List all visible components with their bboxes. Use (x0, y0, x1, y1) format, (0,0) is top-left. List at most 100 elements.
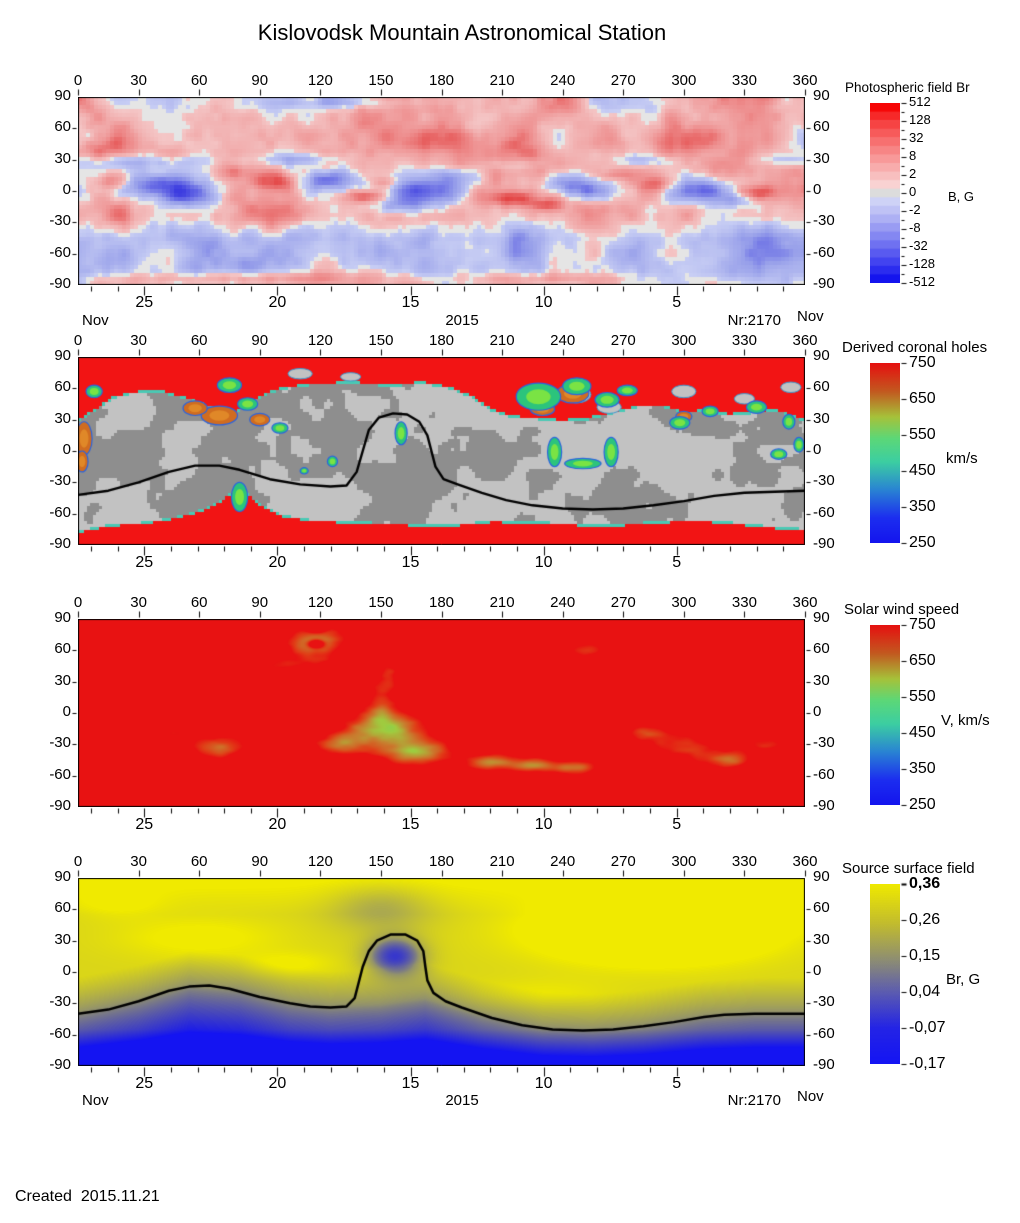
lon-tick-label: 60 (190, 332, 208, 349)
colorbar-tick-label: 750 (909, 616, 936, 633)
lat-tick-label: 90 (54, 347, 71, 364)
colorbar-tick-label: 650 (909, 652, 936, 669)
lon-tick-label: 120 (307, 332, 333, 349)
lon-tick-label: 210 (489, 853, 515, 870)
date-tick-label: 5 (672, 294, 682, 311)
lon-tick-label: 240 (550, 594, 576, 611)
coronal-holes-colorbar (870, 363, 900, 543)
lat-tick-label: -30 (813, 993, 835, 1011)
lat-tick-label: 30 (54, 149, 71, 167)
lon-tick-label: 360 (792, 72, 818, 89)
lat-tick-label: 90 (813, 87, 830, 104)
lon-tick-label: 0 (73, 332, 83, 349)
lon-tick-label: 240 (550, 72, 576, 89)
date-tick-label: 20 (268, 294, 287, 311)
colorbar-tick-label: 350 (909, 498, 936, 515)
colorbar-tick-label: 550 (909, 426, 936, 443)
lon-tick-label: 150 (368, 72, 394, 89)
lon-tick-label: 300 (671, 594, 697, 611)
colorbar-tick-label: 650 (909, 390, 936, 407)
lon-tick-label: 330 (731, 332, 757, 349)
date-tick-label: 10 (534, 1075, 553, 1092)
lon-tick-label: 150 (368, 853, 394, 870)
rotation-label: Nr:2170 (727, 1092, 781, 1109)
lat-tick-label: 90 (813, 609, 830, 626)
date-tick-label: 15 (401, 1075, 420, 1092)
lat-tick-label: -60 (49, 503, 71, 521)
colorbar-tick-label: 0,04 (909, 983, 941, 1000)
lon-tick-label: 0 (73, 72, 83, 89)
date-tick-label: 10 (534, 554, 553, 571)
colorbar-tick-label: 0,15 (909, 947, 941, 964)
photospheric-field-map (78, 97, 805, 285)
lon-tick-label: 60 (190, 594, 208, 611)
lat-tick-label: 30 (54, 409, 71, 427)
lat-tick-label: -90 (813, 1056, 835, 1073)
colorbar-title-photospheric: Photospheric field Br (845, 80, 970, 95)
lat-tick-label: 90 (54, 868, 71, 885)
lat-tick-label: 0 (813, 703, 822, 720)
date-tick-label: 25 (135, 1075, 154, 1092)
lon-tick-label: 360 (792, 853, 818, 870)
colorbar-tick-label: -2 (909, 202, 921, 217)
lon-tick-label: 180 (428, 594, 455, 611)
lon-tick-label: 270 (610, 332, 636, 349)
source-surface-map (78, 878, 805, 1066)
lat-tick-label: -90 (49, 535, 71, 552)
lon-tick-label: 300 (671, 853, 697, 870)
colorbar-tick-label: -128 (909, 256, 936, 271)
lon-tick-label: 330 (731, 853, 757, 870)
lon-tick-label: 30 (130, 72, 147, 89)
lon-tick-label: 210 (489, 72, 515, 89)
lat-tick-label: 30 (54, 671, 71, 689)
date-tick-label: 25 (135, 294, 154, 311)
lon-tick-label: 180 (428, 72, 455, 89)
lon-tick-label: 300 (671, 72, 697, 89)
date-tick-label: 20 (268, 1075, 287, 1092)
solar-wind-map (78, 619, 805, 807)
colorbar-tick-label: 550 (909, 688, 936, 705)
figure-title: Kislovodsk Mountain Astronomical Station (257, 20, 667, 45)
lat-tick-label: 60 (813, 899, 830, 917)
lon-tick-label: 30 (130, 853, 147, 870)
lat-tick-label: -30 (49, 734, 71, 752)
lat-tick-label: -30 (49, 993, 71, 1011)
lat-tick-label: 0 (813, 962, 822, 979)
date-tick-label: 25 (135, 816, 154, 833)
lat-tick-label: -30 (813, 212, 835, 230)
colorbar-title-source-surface: Source surface field (842, 860, 975, 877)
colorbar-unit-source-surface: Br, G (946, 971, 981, 988)
year-label: 2015 (445, 1092, 479, 1109)
lat-tick-label: -60 (813, 765, 835, 783)
lat-tick-label: 0 (62, 441, 71, 458)
month-label: Nov (82, 1092, 109, 1109)
lat-tick-label: 0 (813, 441, 822, 458)
colorbar-tick-label: 450 (909, 724, 936, 741)
coronal-holes-map (78, 357, 805, 545)
lon-tick-label: 240 (550, 332, 576, 349)
lon-tick-label: 150 (368, 332, 394, 349)
rotation-label: Nr:2170 (727, 312, 781, 329)
colorbar-tick-label: -0,07 (909, 1019, 946, 1036)
lat-tick-label: 90 (54, 609, 71, 626)
lon-tick-label: 90 (251, 332, 269, 349)
lat-tick-label: 0 (62, 703, 71, 720)
lon-tick-label: 210 (489, 594, 515, 611)
lon-tick-label: 90 (251, 594, 269, 611)
colorbar-tick-label: 0,26 (909, 911, 941, 928)
date-tick-label: 15 (401, 294, 420, 311)
month-label: Nov (797, 308, 824, 325)
colorbar-unit-solar-wind: V, km/s (941, 712, 990, 729)
colorbar-tick-label: 512 (909, 94, 931, 109)
lon-tick-label: 270 (610, 72, 636, 89)
lat-tick-label: -90 (813, 535, 835, 552)
created-date: Created 2015.11.21 (15, 1188, 160, 1205)
lat-tick-label: 60 (54, 899, 71, 917)
lat-tick-label: -60 (49, 765, 71, 783)
lat-tick-label: 90 (813, 868, 830, 885)
date-tick-label: 10 (534, 816, 553, 833)
lon-tick-label: 0 (73, 853, 83, 870)
date-tick-label: 5 (672, 1075, 682, 1092)
lat-tick-label: 60 (54, 640, 71, 658)
colorbar-tick-label: 0 (909, 184, 917, 199)
